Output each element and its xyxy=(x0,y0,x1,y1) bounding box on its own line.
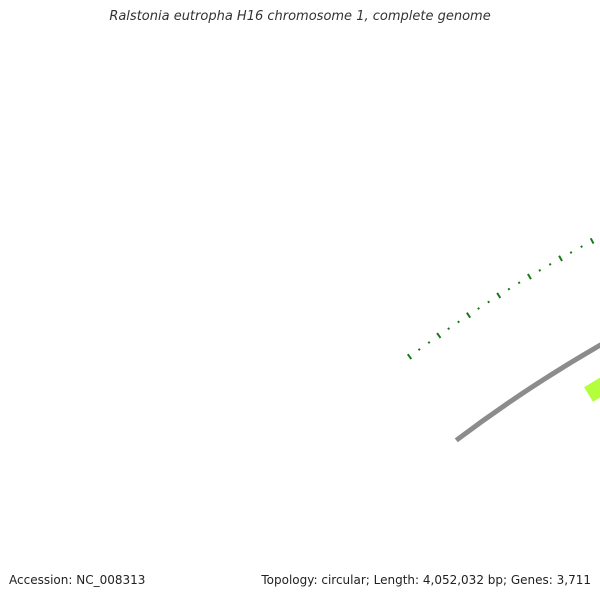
summary-text: Topology: circular; Length: 4,052,032 bp… xyxy=(261,573,591,587)
accession-text: Accession: NC_008313 xyxy=(9,573,146,587)
gc-dot xyxy=(457,320,460,324)
gc-dot xyxy=(487,300,491,304)
gc-dot xyxy=(477,307,480,310)
map-title: Ralstonia eutropha H16 chromosome 1, com… xyxy=(109,9,491,24)
feature-track xyxy=(454,342,600,443)
gc-skew-dots xyxy=(406,237,595,360)
gc-dot xyxy=(569,251,573,254)
gc-dot xyxy=(527,273,532,280)
cds-block xyxy=(584,377,600,402)
gc-dot xyxy=(447,327,451,331)
gc-dot xyxy=(436,332,442,339)
gc-dot xyxy=(558,255,563,262)
gc-dot xyxy=(507,287,511,291)
gc-dot xyxy=(538,269,542,272)
gc-dot xyxy=(517,281,521,285)
gc-dot xyxy=(548,262,552,266)
gc-dot xyxy=(406,353,413,360)
gc-dot xyxy=(580,245,583,249)
gc-dot xyxy=(496,292,502,299)
gc-dot xyxy=(466,312,472,319)
gc-dot xyxy=(417,348,421,351)
gc-dot xyxy=(589,237,595,245)
gc-dot xyxy=(427,341,431,344)
backbone-ring xyxy=(454,342,600,443)
